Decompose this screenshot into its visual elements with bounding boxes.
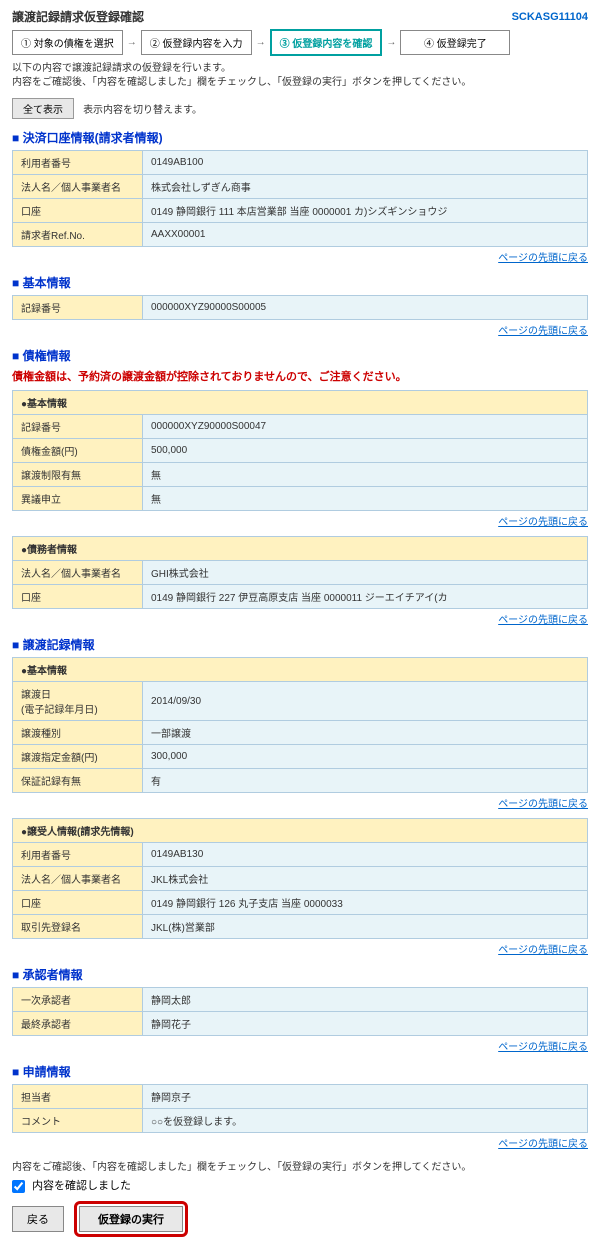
label: 法人名／個人事業者名 bbox=[13, 175, 143, 199]
label: 記録番号 bbox=[13, 415, 143, 439]
page-top-link[interactable]: ページの先頭に戻る bbox=[498, 1139, 588, 1150]
label: 記録番号 bbox=[13, 296, 143, 320]
page-top-link[interactable]: ページの先頭に戻る bbox=[498, 326, 588, 337]
value: 2014/09/30 bbox=[143, 682, 588, 721]
apply-table: 担当者静岡京子 コメント○○を仮登録します。 bbox=[12, 1084, 588, 1133]
step-4: ④ 仮登録完了 bbox=[400, 30, 510, 55]
footer-instruction: 内容をご確認後、「内容を確認しました」欄をチェックし、「仮登録の実行」ボタンを押… bbox=[12, 1158, 588, 1173]
value: 300,000 bbox=[143, 745, 588, 769]
label: 保証記録有無 bbox=[13, 769, 143, 793]
step-indicator: ① 対象の債権を選択 → ② 仮登録内容を入力 → ③ 仮登録内容を確認 → ④… bbox=[12, 29, 588, 56]
basic-table: 記録番号000000XYZ90000S00005 bbox=[12, 295, 588, 320]
page-top-link[interactable]: ページの先頭に戻る bbox=[498, 945, 588, 956]
toggle-text: 表示内容を切り替えます。 bbox=[83, 105, 202, 116]
description-text: 以下の内容で譲渡記録請求の仮登録を行います。 内容をご確認後、「内容を確認しまし… bbox=[12, 62, 588, 90]
back-button[interactable]: 戻る bbox=[12, 1206, 64, 1232]
page-top-link[interactable]: ページの先頭に戻る bbox=[498, 799, 588, 810]
value: 一部譲渡 bbox=[143, 721, 588, 745]
section-apply-title: 申請情報 bbox=[12, 1063, 588, 1080]
sub-header: ●債務者情報 bbox=[13, 537, 588, 561]
label: 法人名／個人事業者名 bbox=[13, 867, 143, 891]
account-table: 利用者番号0149AB100 法人名／個人事業者名株式会社しずぎん商事 口座01… bbox=[12, 150, 588, 247]
value: JKL株式会社 bbox=[143, 867, 588, 891]
label: 利用者番号 bbox=[13, 843, 143, 867]
value: GHI株式会社 bbox=[143, 561, 588, 585]
assignee-table: ●譲受人情報(請求先情報) 利用者番号0149AB130 法人名／個人事業者名J… bbox=[12, 818, 588, 939]
value: 000000XYZ90000S00005 bbox=[143, 296, 588, 320]
page-top-link[interactable]: ページの先頭に戻る bbox=[498, 253, 588, 264]
label: 譲渡制限有無 bbox=[13, 463, 143, 487]
section-transfer-title: 譲渡記録情報 bbox=[12, 636, 588, 653]
value: AAXX00001 bbox=[143, 223, 588, 247]
claim-basic-table: ●基本情報 記録番号000000XYZ90000S00047 債権金額(円)50… bbox=[12, 390, 588, 511]
step-3-active: ③ 仮登録内容を確認 bbox=[270, 29, 383, 56]
label: 譲渡種別 bbox=[13, 721, 143, 745]
label: 口座 bbox=[13, 585, 143, 609]
label: 口座 bbox=[13, 891, 143, 915]
value: 000000XYZ90000S00047 bbox=[143, 415, 588, 439]
confirm-checkbox[interactable] bbox=[12, 1180, 25, 1193]
label: 法人名／個人事業者名 bbox=[13, 561, 143, 585]
sub-header: ●基本情報 bbox=[13, 391, 588, 415]
value: 無 bbox=[143, 487, 588, 511]
arrow-icon: → bbox=[386, 37, 396, 48]
confirm-label: 内容を確認しました bbox=[32, 1180, 131, 1192]
page-top-link[interactable]: ページの先頭に戻る bbox=[498, 517, 588, 528]
transfer-basic-table: ●基本情報 譲渡日 (電子記録年月日)2014/09/30 譲渡種別一部譲渡 譲… bbox=[12, 657, 588, 793]
label: 請求者Ref.No. bbox=[13, 223, 143, 247]
submit-button[interactable]: 仮登録の実行 bbox=[79, 1206, 183, 1232]
arrow-icon: → bbox=[127, 37, 137, 48]
sub-header: ●譲受人情報(請求先情報) bbox=[13, 819, 588, 843]
label: 譲渡日 (電子記録年月日) bbox=[13, 682, 143, 721]
step-1: ① 対象の債権を選択 bbox=[12, 30, 123, 55]
value: 500,000 bbox=[143, 439, 588, 463]
value: 0149AB130 bbox=[143, 843, 588, 867]
value: JKL(株)営業部 bbox=[143, 915, 588, 939]
toggle-all-button[interactable]: 全て表示 bbox=[12, 98, 74, 119]
label: 利用者番号 bbox=[13, 151, 143, 175]
label: 口座 bbox=[13, 199, 143, 223]
approver-table: 一次承認者静岡太郎 最終承認者静岡花子 bbox=[12, 987, 588, 1036]
label: 異議申立 bbox=[13, 487, 143, 511]
label: 担当者 bbox=[13, 1085, 143, 1109]
section-basic-title: 基本情報 bbox=[12, 274, 588, 291]
page-top-link[interactable]: ページの先頭に戻る bbox=[498, 1042, 588, 1053]
label: 最終承認者 bbox=[13, 1012, 143, 1036]
section-claim-title: 債権情報 bbox=[12, 347, 588, 364]
value: 静岡京子 bbox=[143, 1085, 588, 1109]
value: 0149 静岡銀行 227 伊豆高原支店 当座 0000011 ジーエイチアイ(… bbox=[143, 585, 588, 609]
page-top-link[interactable]: ページの先頭に戻る bbox=[498, 615, 588, 626]
page-code: SCKASG11104 bbox=[512, 11, 588, 23]
label: コメント bbox=[13, 1109, 143, 1133]
label: 一次承認者 bbox=[13, 988, 143, 1012]
warning-text: 債権金額は、予約済の譲渡金額が控除されておりませんので、ご注意ください。 bbox=[12, 368, 588, 384]
section-approver-title: 承認者情報 bbox=[12, 966, 588, 983]
label: 取引先登録名 bbox=[13, 915, 143, 939]
value: 0149 静岡銀行 111 本店営業部 当座 0000001 カ)シズギンショウ… bbox=[143, 199, 588, 223]
sub-header: ●基本情報 bbox=[13, 658, 588, 682]
submit-highlight: 仮登録の実行 bbox=[74, 1201, 188, 1237]
section-account-title: 決済口座情報(請求者情報) bbox=[12, 129, 588, 146]
page-title: 譲渡記録請求仮登録確認 bbox=[12, 8, 144, 25]
value: 0149 静岡銀行 126 丸子支店 当座 0000033 bbox=[143, 891, 588, 915]
arrow-icon: → bbox=[256, 37, 266, 48]
label: 譲渡指定金額(円) bbox=[13, 745, 143, 769]
toggle-row: 全て表示 表示内容を切り替えます。 bbox=[12, 98, 588, 119]
value: ○○を仮登録します。 bbox=[143, 1109, 588, 1133]
value: 静岡太郎 bbox=[143, 988, 588, 1012]
value: 無 bbox=[143, 463, 588, 487]
value: 有 bbox=[143, 769, 588, 793]
value: 0149AB100 bbox=[143, 151, 588, 175]
step-2: ② 仮登録内容を入力 bbox=[141, 30, 252, 55]
value: 静岡花子 bbox=[143, 1012, 588, 1036]
debtor-table: ●債務者情報 法人名／個人事業者名GHI株式会社 口座0149 静岡銀行 227… bbox=[12, 536, 588, 609]
value: 株式会社しずぎん商事 bbox=[143, 175, 588, 199]
label: 債権金額(円) bbox=[13, 439, 143, 463]
